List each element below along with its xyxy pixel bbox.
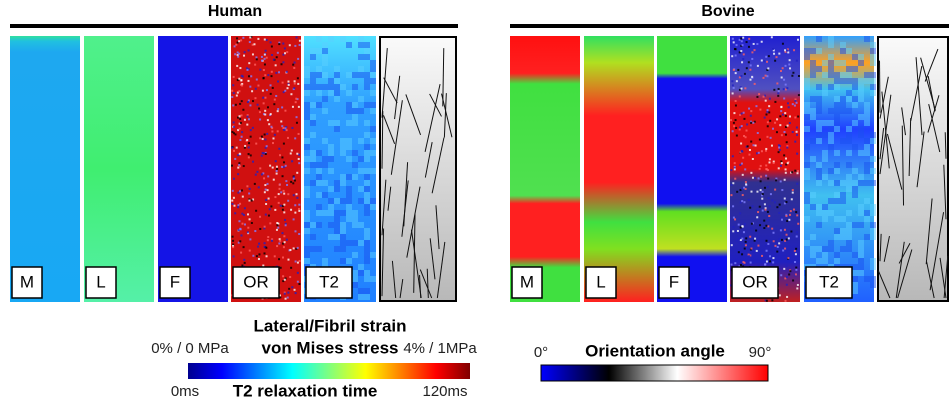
panel-label: L bbox=[596, 272, 605, 291]
colorbar-max: 120ms bbox=[422, 383, 467, 400]
colorbar-title: Lateral/Fibril strain bbox=[253, 316, 406, 335]
panel-label: M bbox=[520, 272, 534, 291]
panel-label: L bbox=[96, 272, 105, 291]
colorbar-max: 4% / 1MPa bbox=[403, 340, 477, 357]
human-group: Human bbox=[10, 3, 458, 302]
panel-label: OR bbox=[243, 272, 269, 291]
panel-label: T2 bbox=[319, 272, 339, 291]
colorbar-title: von Mises stress bbox=[261, 338, 398, 357]
panel-label: T2 bbox=[819, 272, 839, 291]
panel-label: F bbox=[170, 272, 180, 291]
figure: Human Bovine M L F OR T2 M L F OR T2 Lateral/Fibr… bbox=[0, 0, 949, 405]
group-title: Bovine bbox=[701, 3, 754, 20]
colorbar-max: 90° bbox=[749, 344, 772, 361]
panel-label: F bbox=[669, 272, 679, 291]
angle-colorbar: 0° Orientation angle 90° bbox=[534, 341, 772, 381]
colorbar-title: T2 relaxation time bbox=[233, 381, 378, 400]
panel-label: M bbox=[20, 272, 34, 291]
panel-label: OR bbox=[742, 272, 768, 291]
strain-colorbar: Lateral/Fibril strain von Mises stress 0… bbox=[151, 316, 477, 400]
colorbar-title: Orientation angle bbox=[585, 341, 725, 360]
colorbar-min: 0ms bbox=[171, 383, 199, 400]
colorbar-min: 0% / 0 MPa bbox=[151, 340, 229, 357]
group-title: Human bbox=[208, 3, 262, 20]
colorbar-min: 0° bbox=[534, 344, 548, 361]
